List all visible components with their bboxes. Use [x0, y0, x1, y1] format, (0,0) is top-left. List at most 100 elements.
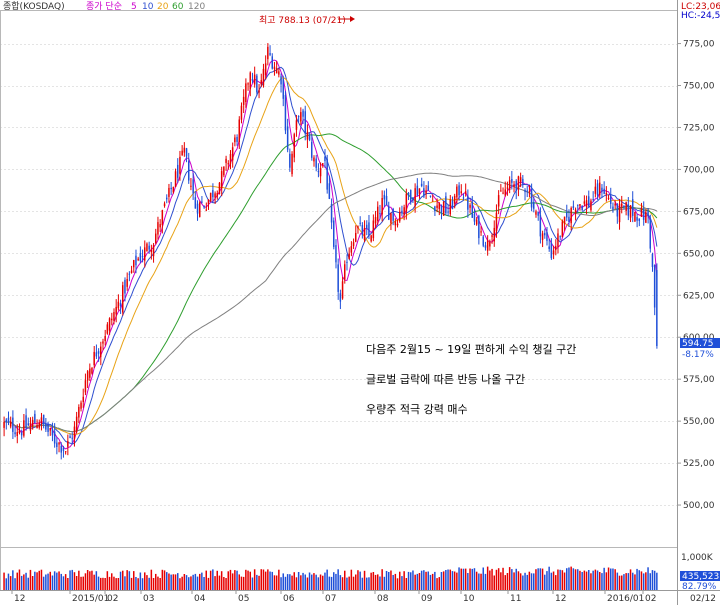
volume-bar	[78, 570, 80, 590]
time-tick-label: 12	[14, 594, 25, 604]
volume-bar	[319, 574, 322, 590]
volume-bar	[506, 573, 509, 590]
candle-body	[64, 451, 67, 453]
candle-body	[405, 193, 408, 212]
volume-bar	[194, 573, 197, 590]
candle-body	[475, 219, 478, 225]
volume-bar	[238, 574, 240, 590]
volume-bar	[482, 567, 484, 590]
volume-bar	[653, 570, 656, 590]
index-name: 종합(KOSDAQ)	[3, 1, 65, 12]
candle-body	[58, 442, 60, 445]
candle-body	[100, 346, 102, 357]
candle-body	[194, 197, 197, 209]
candle-body	[469, 205, 471, 208]
price-tick-label: 725,00	[683, 124, 715, 134]
volume-bar	[104, 578, 106, 590]
candle-body	[467, 195, 469, 210]
volume-bar	[273, 575, 276, 590]
volume-bar	[139, 572, 142, 590]
time-tick-label: 02	[107, 594, 118, 604]
price-tick-label: 525,00	[683, 459, 715, 469]
candle-body	[651, 253, 654, 267]
candle-body	[493, 227, 495, 242]
volume-bar	[636, 568, 638, 590]
volume-bar	[429, 574, 432, 590]
candle-body	[504, 189, 506, 196]
volume-bar	[394, 573, 397, 590]
volume-bar	[177, 573, 179, 590]
candle-body	[388, 205, 390, 220]
candle-body	[315, 158, 317, 168]
max-arrow-head	[350, 16, 355, 22]
candle-body	[273, 66, 276, 69]
volume-bar	[405, 578, 408, 590]
candle-body	[572, 206, 575, 208]
candle-body	[566, 212, 568, 218]
candle-body	[407, 192, 410, 196]
candle-body	[267, 46, 269, 60]
volume-bar	[592, 570, 594, 590]
volume-bar	[262, 569, 265, 590]
candle-body	[612, 206, 614, 210]
candle-body	[256, 75, 258, 93]
candle-body	[577, 204, 579, 206]
candle-body	[431, 200, 434, 202]
ma-line-20	[4, 77, 658, 436]
volume-bar	[181, 576, 183, 590]
volume-bar	[25, 572, 27, 590]
candle-body	[500, 190, 502, 192]
volume-bar	[141, 578, 144, 590]
volume-bar	[475, 571, 478, 590]
candle-body	[141, 256, 144, 258]
volume-bar	[522, 575, 524, 590]
candle-body	[583, 201, 586, 204]
volume-bars	[3, 566, 658, 590]
volume-bar	[128, 571, 131, 590]
candle-body	[357, 226, 359, 229]
max-annotation: 최고 788.13 (07/21)	[259, 15, 355, 26]
candle-body	[478, 215, 480, 239]
candle-body	[242, 96, 245, 105]
time-tick-label: 05	[238, 594, 249, 604]
candle-body	[104, 336, 106, 341]
low-change-readout: LC:23,06	[681, 2, 720, 12]
candle-body	[148, 245, 150, 250]
candle-body	[45, 423, 47, 430]
candle-body	[355, 233, 357, 242]
volume-bar	[471, 568, 473, 590]
candle-body	[220, 171, 223, 189]
volume-bar	[656, 572, 658, 590]
volume-bar	[324, 572, 326, 590]
volume-bar	[229, 569, 232, 590]
price-tick-label: 650,00	[683, 249, 715, 259]
candle-body	[80, 402, 82, 409]
candle-body	[330, 204, 333, 223]
candle-body	[403, 207, 405, 216]
note-line-3: 우량주 적극 강력 매수	[366, 403, 468, 416]
volume-bar	[80, 576, 82, 590]
candle-body	[102, 341, 104, 344]
volume-bar	[434, 571, 436, 590]
volume-value-box	[680, 571, 720, 581]
current-price-box	[680, 338, 720, 348]
candle-body	[60, 446, 62, 453]
candle-body	[203, 206, 205, 208]
volume-bar	[84, 573, 87, 590]
volume-bar	[190, 576, 192, 590]
candle-body	[530, 189, 533, 208]
volume-scale-label: 1,000K	[681, 553, 714, 563]
volume-bar	[317, 577, 320, 590]
candle-body	[596, 183, 599, 196]
candle-body	[240, 105, 243, 120]
volume-bar	[163, 570, 166, 590]
volume-bar	[75, 576, 78, 590]
volume-bar	[550, 572, 553, 590]
candle-body	[155, 233, 157, 244]
candle-body	[449, 199, 451, 215]
volume-bar	[594, 569, 597, 590]
volume-bar	[440, 572, 443, 590]
volume-bar	[113, 576, 115, 590]
volume-bar	[328, 576, 331, 590]
candle-body	[113, 312, 115, 321]
